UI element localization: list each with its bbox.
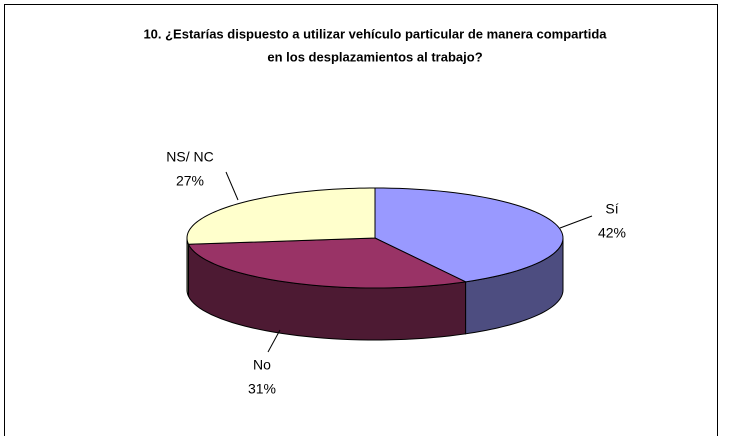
data-label-value: 27% xyxy=(176,173,204,189)
chart-title: 10. ¿Estarías dispuesto a utilizar vehíc… xyxy=(143,26,607,41)
data-label-name: No xyxy=(253,357,271,373)
slice xyxy=(374,187,564,283)
data-label-name: NS/ NC xyxy=(166,149,213,165)
slice-side xyxy=(186,237,189,297)
leader-line xyxy=(267,329,281,353)
data-label-value: 42% xyxy=(598,225,626,241)
leader-line xyxy=(225,171,239,201)
data-label-name: Sí xyxy=(605,201,618,217)
chart-title: en los desplazamientos al trabajo? xyxy=(267,49,482,64)
slice xyxy=(186,187,376,245)
data-label-value: 31% xyxy=(248,381,276,397)
slice xyxy=(187,237,468,289)
leader-line xyxy=(559,215,593,229)
